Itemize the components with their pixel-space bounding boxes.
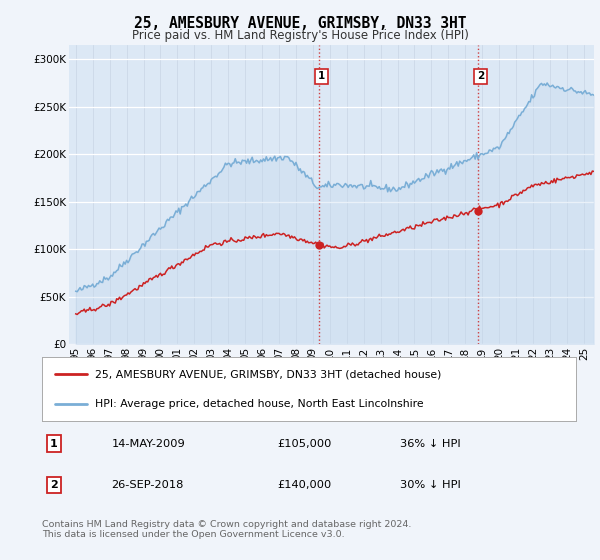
Text: Price paid vs. HM Land Registry's House Price Index (HPI): Price paid vs. HM Land Registry's House … [131,29,469,42]
Text: 30% ↓ HPI: 30% ↓ HPI [400,480,461,490]
Text: 26-SEP-2018: 26-SEP-2018 [112,480,184,490]
Text: 1: 1 [318,71,325,81]
Text: £140,000: £140,000 [277,480,331,490]
Text: 14-MAY-2009: 14-MAY-2009 [112,438,185,449]
Text: 2: 2 [50,480,58,490]
Text: Contains HM Land Registry data © Crown copyright and database right 2024.
This d: Contains HM Land Registry data © Crown c… [42,520,412,539]
Text: 25, AMESBURY AVENUE, GRIMSBY, DN33 3HT: 25, AMESBURY AVENUE, GRIMSBY, DN33 3HT [134,16,466,31]
Text: 36% ↓ HPI: 36% ↓ HPI [400,438,461,449]
Text: £105,000: £105,000 [277,438,331,449]
Text: 2: 2 [477,71,484,81]
Text: 25, AMESBURY AVENUE, GRIMSBY, DN33 3HT (detached house): 25, AMESBURY AVENUE, GRIMSBY, DN33 3HT (… [95,369,442,379]
Text: HPI: Average price, detached house, North East Lincolnshire: HPI: Average price, detached house, Nort… [95,399,424,409]
Text: 1: 1 [50,438,58,449]
